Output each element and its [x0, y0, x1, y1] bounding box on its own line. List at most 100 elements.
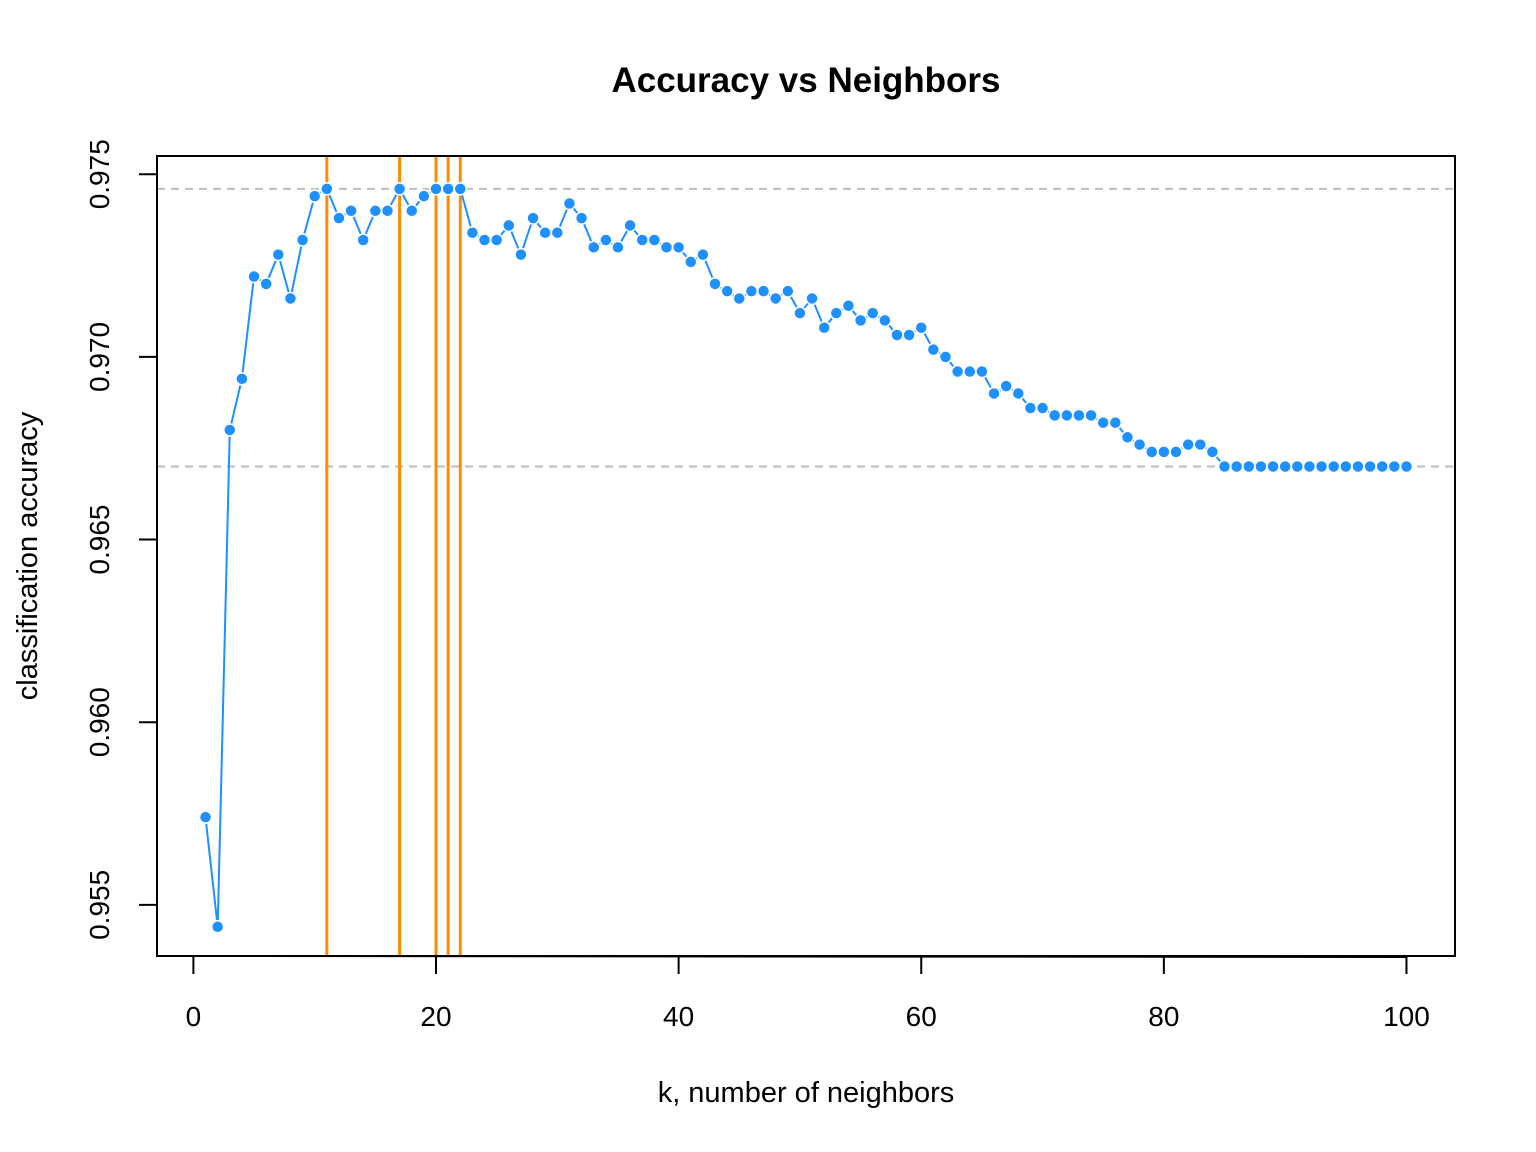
- data-point: [841, 299, 856, 313]
- data-point: [1290, 459, 1305, 474]
- data-point: [586, 240, 601, 255]
- data-point: [1363, 459, 1377, 474]
- data-point: [344, 204, 358, 218]
- data-point: [1375, 459, 1389, 474]
- data-point: [417, 189, 431, 203]
- data-point: [1254, 459, 1268, 474]
- data-point: [1047, 408, 1062, 423]
- data-point: [1351, 459, 1365, 474]
- data-point: [853, 313, 868, 328]
- data-point: [1399, 459, 1414, 474]
- data-point: [198, 810, 213, 824]
- y-tick-label: 0.960: [84, 687, 115, 757]
- data-point: [1060, 408, 1074, 423]
- data-point: [805, 291, 819, 306]
- series-points: [198, 182, 1414, 934]
- data-point: [489, 233, 504, 247]
- data-point: [975, 364, 989, 379]
- data-point: [1205, 445, 1220, 459]
- data-point: [1035, 401, 1050, 415]
- data-point: [926, 342, 941, 357]
- y-tick-label: 0.965: [84, 505, 115, 575]
- data-point: [623, 218, 637, 233]
- y-axis: 0.955 0.960 0.965 0.970 0.975: [84, 139, 158, 940]
- data-point: [392, 182, 407, 196]
- x-tick-label: 40: [663, 1001, 694, 1032]
- data-point: [502, 218, 516, 233]
- data-point: [987, 386, 1001, 401]
- data-point: [744, 284, 759, 298]
- x-tick-label: 100: [1383, 1001, 1430, 1032]
- data-point: [635, 233, 649, 247]
- x-tick-label: 80: [1148, 1001, 1179, 1032]
- data-point: [477, 233, 492, 247]
- data-point: [768, 291, 783, 306]
- plot-area: [157, 156, 1455, 956]
- x-axis-label: k, number of neighbors: [658, 1077, 955, 1109]
- data-point: [781, 284, 795, 298]
- data-point: [1132, 437, 1147, 452]
- data-point: [878, 313, 892, 328]
- data-point: [1169, 445, 1183, 459]
- data-point: [732, 291, 747, 306]
- data-point: [526, 211, 540, 225]
- x-tick-label: 60: [906, 1001, 937, 1032]
- data-point: [1096, 415, 1110, 430]
- data-point: [1023, 401, 1038, 415]
- data-point: [793, 306, 807, 320]
- data-point: [320, 182, 334, 196]
- data-point: [696, 247, 710, 262]
- data-point: [1387, 459, 1402, 474]
- data-point: [356, 233, 370, 247]
- reference-vlines: [325, 156, 462, 956]
- data-point: [1011, 386, 1026, 401]
- data-point: [914, 320, 928, 335]
- data-point: [1084, 408, 1098, 423]
- data-point: [659, 240, 674, 255]
- data-point: [1144, 445, 1159, 459]
- data-point: [235, 372, 249, 386]
- data-point: [223, 423, 237, 437]
- data-point: [453, 182, 468, 196]
- data-point: [380, 204, 395, 218]
- data-point: [817, 320, 831, 335]
- data-point: [1242, 459, 1256, 474]
- x-tick-label: 0: [186, 1001, 202, 1032]
- data-point: [611, 240, 625, 255]
- data-point: [283, 291, 298, 306]
- x-axis-line: [193, 955, 1407, 958]
- data-point: [1326, 459, 1341, 474]
- data-point: [890, 328, 904, 342]
- data-point: [1229, 459, 1244, 474]
- data-point: [538, 225, 552, 240]
- data-point: [210, 920, 225, 934]
- data-point: [271, 247, 286, 262]
- data-point: [1108, 415, 1123, 430]
- y-tick-label: 0.955: [84, 870, 115, 940]
- data-point: [1072, 408, 1086, 423]
- x-axis: 0 20 40 60 80 100: [186, 955, 1430, 1032]
- data-point: [720, 284, 734, 298]
- data-point: [938, 350, 953, 364]
- series-line: [204, 186, 1407, 927]
- data-point: [1266, 459, 1280, 474]
- data-point: [441, 182, 455, 196]
- plot-frame: [156, 155, 1456, 957]
- data-point: [514, 247, 528, 262]
- data-point: [671, 240, 686, 255]
- x-tick-label: 20: [420, 1001, 451, 1032]
- y-axis-label: classification accuracy: [12, 411, 44, 700]
- reference-hlines: [157, 187, 1455, 468]
- data-point: [1339, 459, 1353, 474]
- data-point: [1120, 430, 1135, 445]
- y-tick-label: 0.975: [84, 139, 115, 209]
- data-point: [1181, 437, 1195, 452]
- data-point: [368, 204, 383, 218]
- data-point: [259, 277, 273, 291]
- data-point: [1278, 459, 1292, 474]
- data-point: [307, 189, 322, 203]
- data-point: [429, 182, 443, 196]
- data-point: [550, 225, 565, 240]
- data-point: [999, 379, 1013, 393]
